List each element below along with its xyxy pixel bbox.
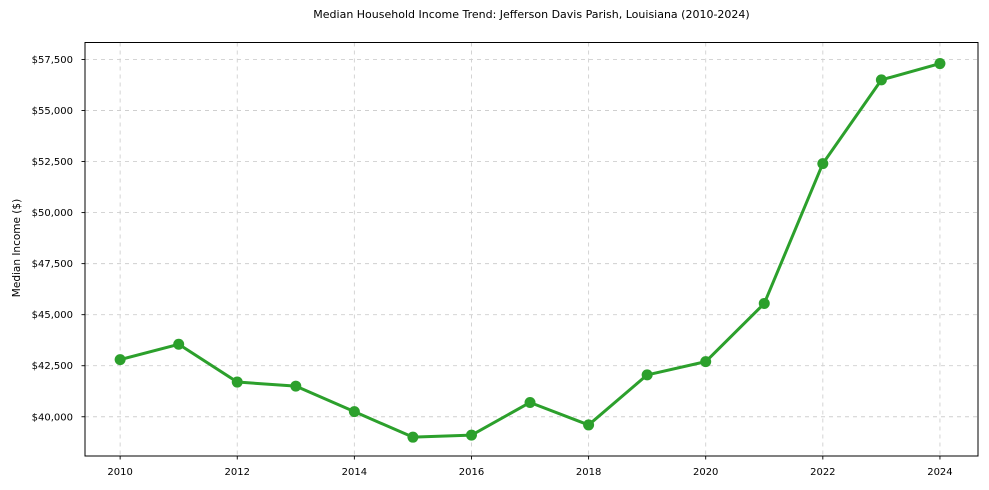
y-axis-label: Median Income ($) — [11, 198, 23, 298]
data-point-2013 — [290, 380, 302, 392]
plot-border — [84, 42, 979, 457]
data-point-2015 — [407, 431, 419, 443]
data-point-2020 — [700, 356, 712, 368]
data-point-2017 — [524, 396, 536, 408]
x-tick-label: 2016 — [459, 467, 484, 478]
data-point-2016 — [465, 429, 477, 441]
data-point-2023 — [875, 74, 887, 86]
data-point-2012 — [231, 376, 243, 388]
x-tick-label: 2020 — [693, 467, 718, 478]
data-point-2021 — [758, 297, 770, 309]
chart-title: Median Household Income Trend: Jefferson… — [313, 8, 750, 21]
y-tick-label: $45,000 — [32, 310, 73, 321]
y-tick-label: $47,500 — [32, 259, 73, 270]
x-tick-label: 2018 — [576, 467, 601, 478]
y-tick-label: $40,000 — [32, 412, 73, 423]
x-tick-label: 2022 — [810, 467, 835, 478]
x-tick-label: 2010 — [107, 467, 132, 478]
data-point-2018 — [583, 419, 595, 431]
data-point-2011 — [173, 338, 185, 350]
x-tick-label: 2012 — [225, 467, 250, 478]
y-tick-label: $57,500 — [32, 55, 73, 66]
data-point-2024 — [934, 58, 946, 70]
data-point-2022 — [817, 158, 829, 170]
data-point-2010 — [114, 354, 126, 366]
x-tick-label: 2024 — [927, 467, 952, 478]
y-tick-label: $52,500 — [32, 157, 73, 168]
x-tick-label: 2014 — [342, 467, 367, 478]
trend-line — [118, 62, 942, 439]
y-tick-label: $50,000 — [32, 208, 73, 219]
data-point-2019 — [641, 369, 653, 381]
data-point-2014 — [348, 406, 360, 418]
y-tick-label: $55,000 — [32, 106, 73, 117]
y-tick-label: $42,500 — [32, 361, 73, 372]
